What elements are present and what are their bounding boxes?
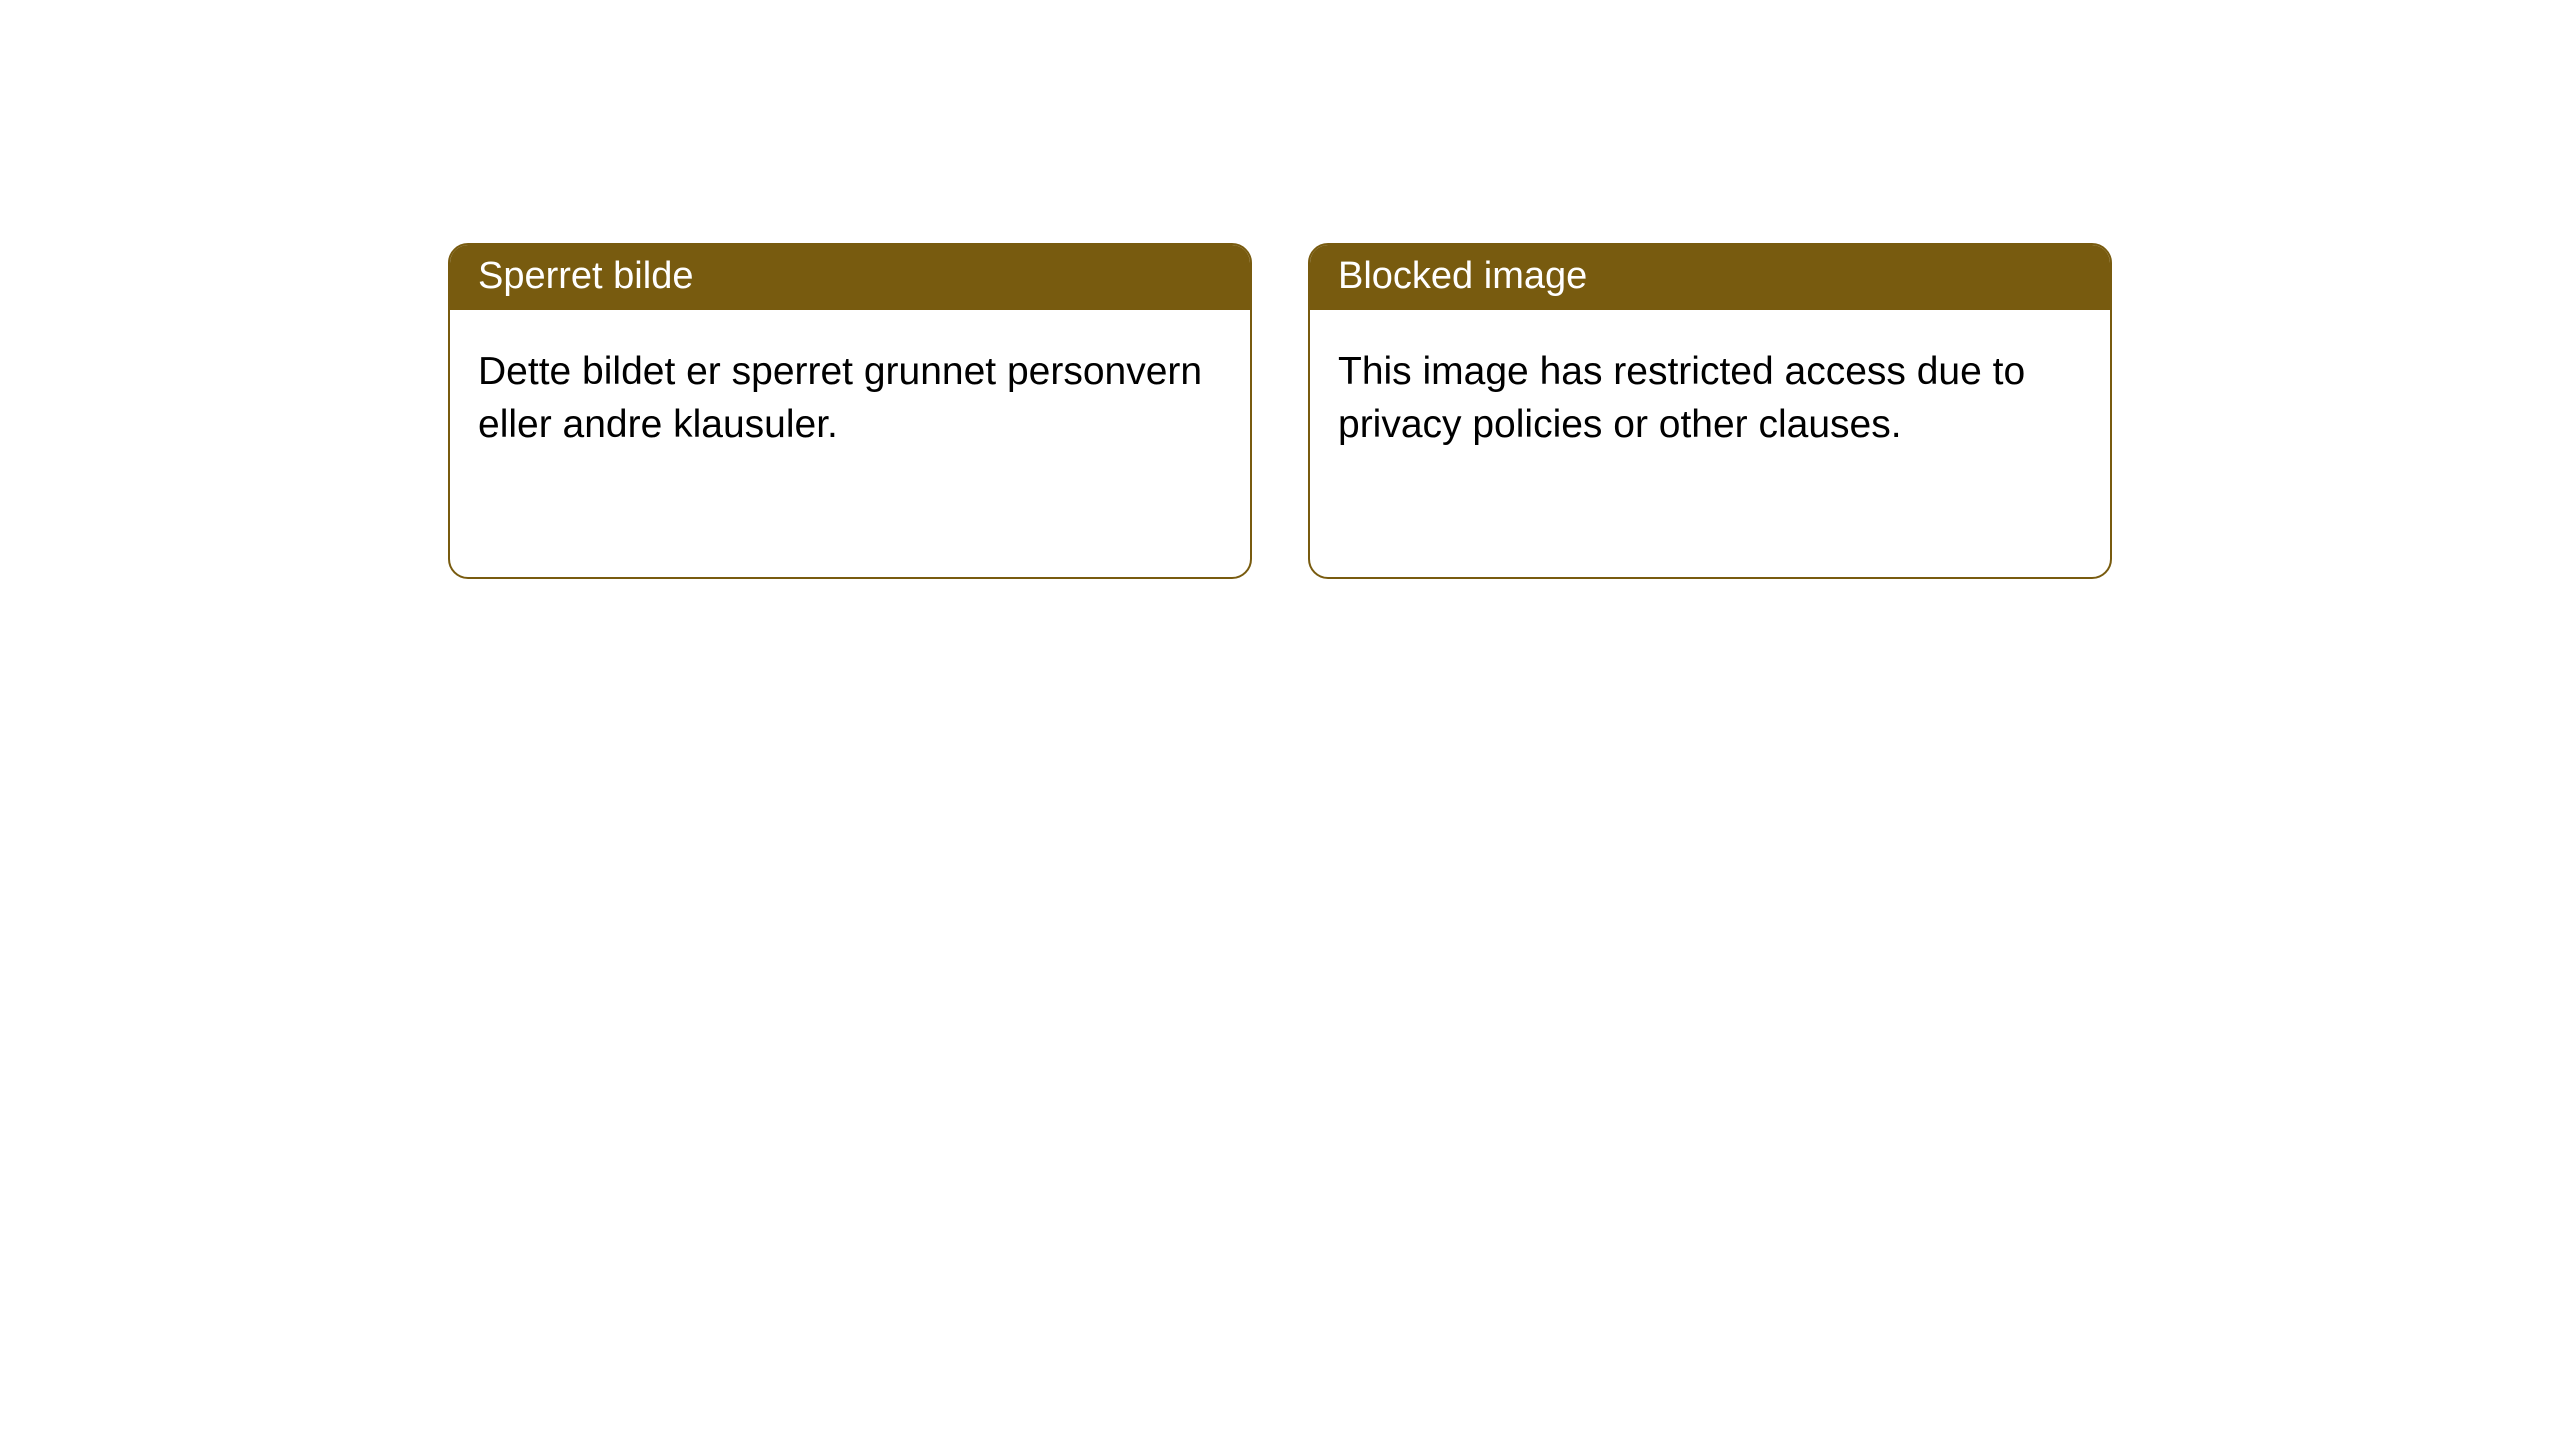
- card-header: Blocked image: [1310, 245, 2110, 310]
- card-body-text: This image has restricted access due to …: [1338, 350, 2025, 446]
- notice-container: Sperret bilde Dette bildet er sperret gr…: [0, 0, 2560, 579]
- notice-card-norwegian: Sperret bilde Dette bildet er sperret gr…: [448, 243, 1252, 579]
- card-body-text: Dette bildet er sperret grunnet personve…: [478, 350, 1202, 446]
- card-title: Blocked image: [1338, 255, 1587, 297]
- card-body: Dette bildet er sperret grunnet personve…: [450, 310, 1250, 487]
- card-header: Sperret bilde: [450, 245, 1250, 310]
- card-body: This image has restricted access due to …: [1310, 310, 2110, 487]
- notice-card-english: Blocked image This image has restricted …: [1308, 243, 2112, 579]
- card-title: Sperret bilde: [478, 255, 693, 297]
